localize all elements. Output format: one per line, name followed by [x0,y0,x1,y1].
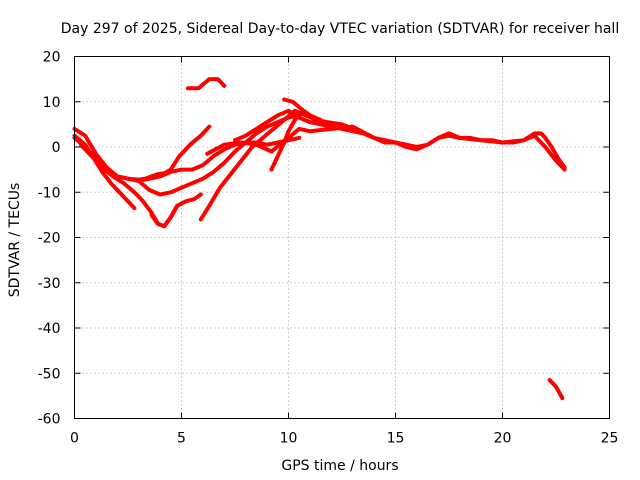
chart-title: Day 297 of 2025, Sidereal Day-to-day VTE… [61,21,619,37]
series-arc-6 [149,203,180,229]
series-arc-4 [78,142,203,229]
series-arc-12 [282,97,355,131]
series-arc-5 [126,113,302,197]
y-tick-label: -60 [38,412,61,428]
series-arc-10 [233,108,567,170]
y-tick-label: -20 [38,231,61,247]
x-tick-label: 20 [494,431,512,447]
series-arc-2 [72,124,212,182]
y-tick-label: -10 [38,185,61,201]
data-series [72,77,567,401]
y-tick-label: 0 [52,140,61,156]
series-arc-9 [205,124,567,172]
axis-ticks: 0 5 10 15 20 25 20 10 0 -10 -20 -30 -40 -50 -60 [38,50,619,447]
grid-lines [74,56,610,419]
y-axis-label: SDTVAR / TECUs [7,183,23,298]
series-arc-8 [198,108,319,222]
x-tick-label: 25 [601,431,619,447]
x-tick-label: 5 [177,431,186,447]
y-tick-label: -40 [38,321,61,337]
y-tick-label: -30 [38,276,61,292]
x-tick-label: 10 [280,431,298,447]
y-tick-label: 10 [43,95,61,111]
x-tick-label: 15 [387,431,405,447]
series-arc-7 [185,77,227,91]
x-tick-label: 0 [70,431,79,447]
y-tick-label: -50 [38,366,61,382]
series-arc-3 [72,133,137,211]
x-axis-label: GPS time / hours [281,458,398,474]
y-tick-label: 20 [43,50,61,66]
series-arc-13 [547,378,565,401]
